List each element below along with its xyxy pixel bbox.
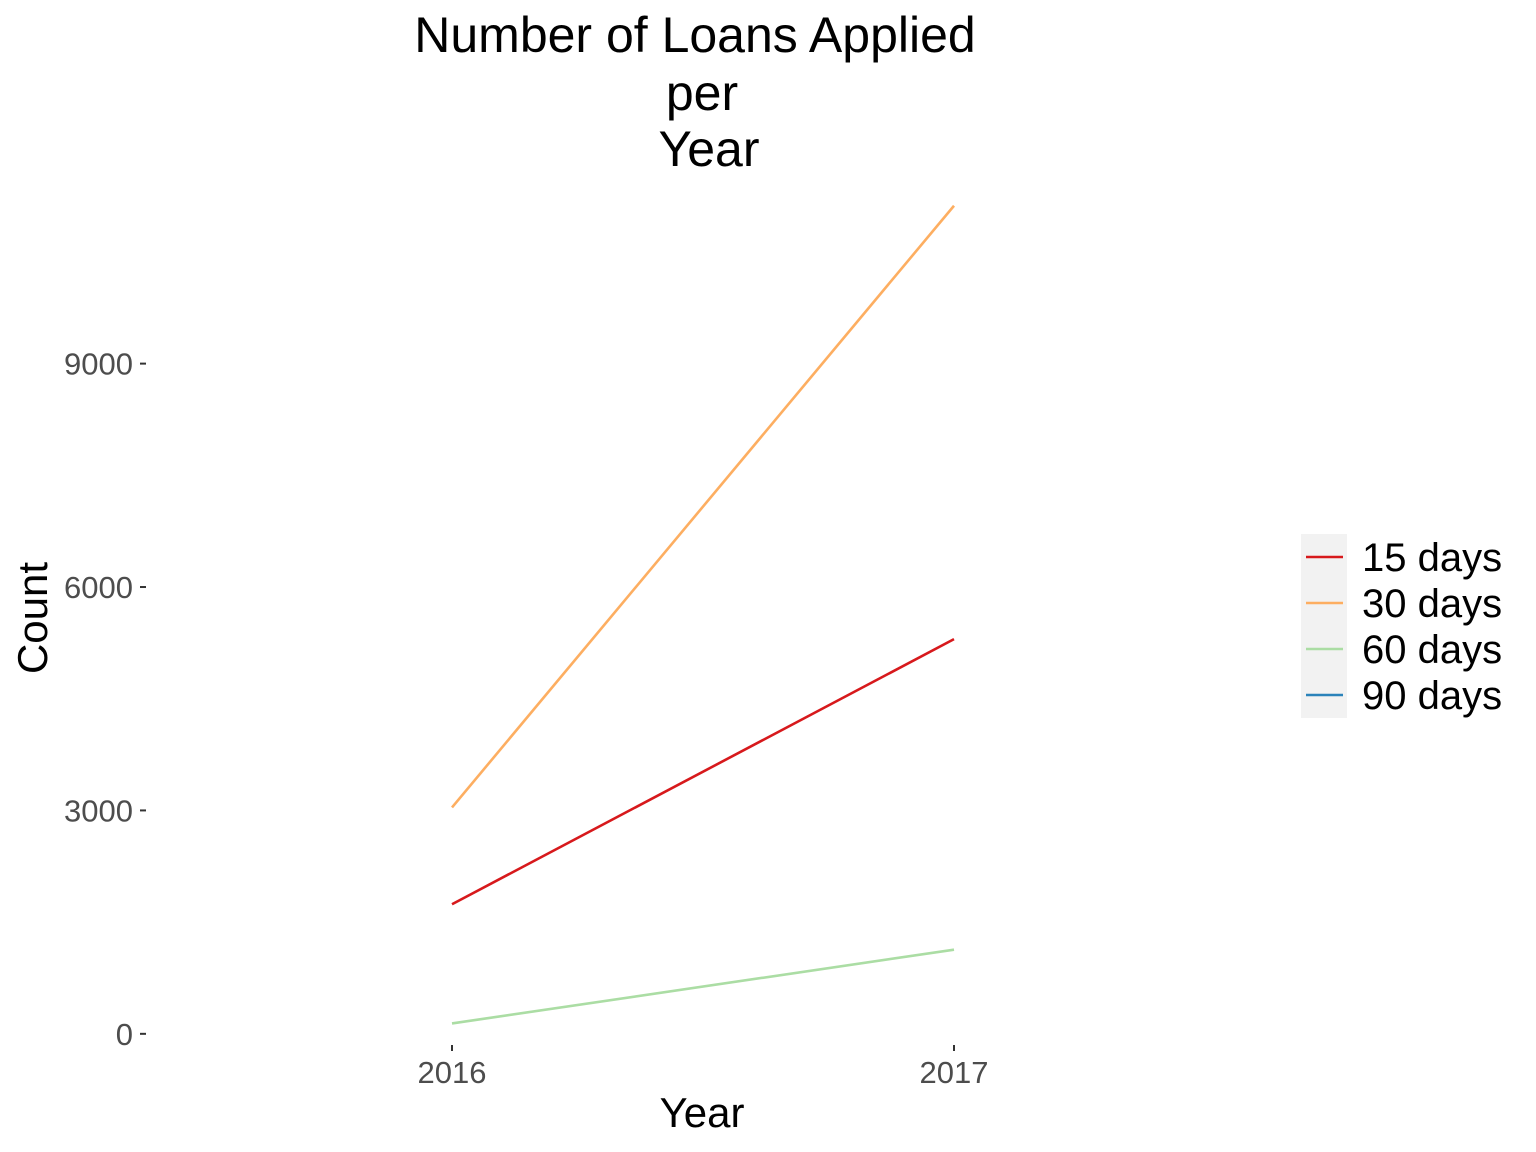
legend-item: 90 days	[1306, 674, 1502, 718]
legend-label: 90 days	[1362, 674, 1502, 718]
y-tick-label: 9000	[64, 347, 133, 382]
series-layer	[451, 204, 955, 1025]
series-line-60-days	[451, 948, 955, 1025]
series-line-15-days	[451, 637, 955, 906]
legend-label: 15 days	[1362, 536, 1502, 580]
y-tick-label: 0	[116, 1017, 133, 1052]
legend-item: 30 days	[1306, 582, 1502, 626]
chart-title-line-2: per	[666, 65, 738, 121]
x-tick-label: 2016	[418, 1055, 487, 1090]
legend-item: 15 days	[1306, 536, 1502, 580]
chart-title-line-1: Number of Loans Applied	[414, 7, 975, 63]
series-line-30-days	[451, 204, 955, 809]
chart-title: Number of Loans Applied per Year	[414, 7, 975, 177]
legend-key-background	[1301, 534, 1347, 718]
chart-title-line-3: Year	[658, 121, 759, 177]
legend-label: 30 days	[1362, 582, 1502, 626]
y-axis: 0 3000 6000 9000	[64, 347, 146, 1052]
y-tick-label: 6000	[64, 570, 133, 605]
x-axis: 2016 2017	[418, 1045, 989, 1090]
y-axis-title: Count	[9, 562, 56, 674]
x-tick-label: 2017	[920, 1055, 989, 1090]
legend-item: 60 days	[1306, 628, 1502, 672]
legend-label: 60 days	[1362, 628, 1502, 672]
y-tick-label: 3000	[64, 793, 133, 828]
x-axis-title: Year	[660, 1089, 745, 1136]
